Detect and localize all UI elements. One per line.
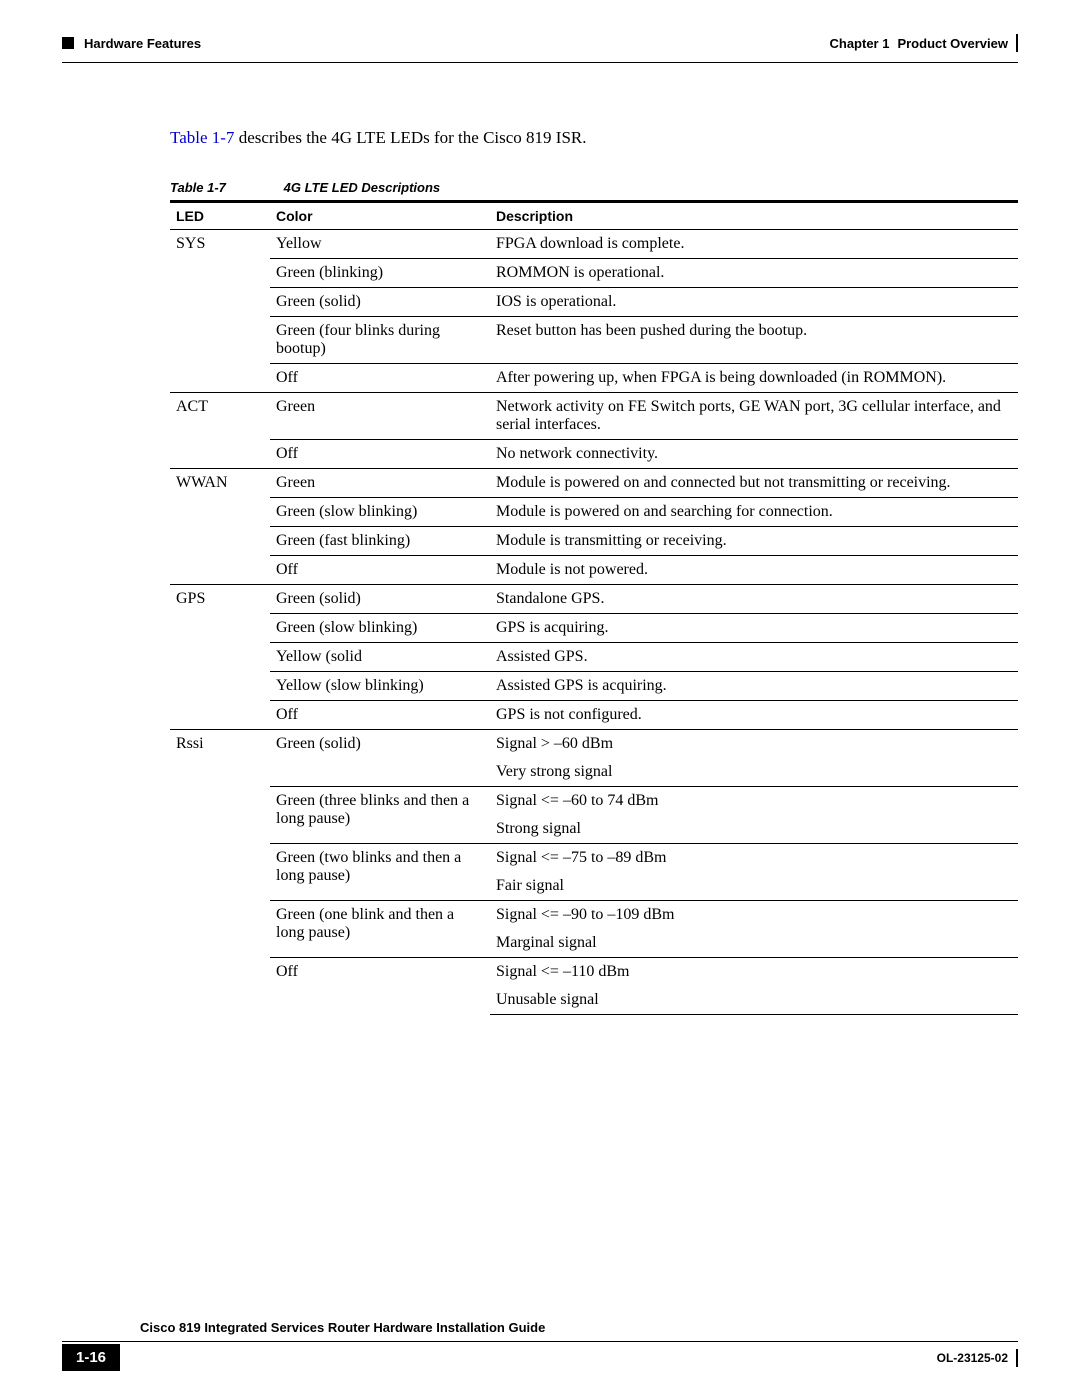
color-cell: Green (solid) (270, 288, 490, 317)
color-cell: Yellow (270, 230, 490, 259)
desc-cell: Marginal signal (490, 929, 1018, 958)
color-cell: Green (solid) (270, 730, 490, 787)
header-divider (62, 62, 1018, 63)
desc-cell: IOS is operational. (490, 288, 1018, 317)
table-title: 4G LTE LED Descriptions (284, 180, 441, 195)
desc-cell: Signal <= –60 to 74 dBm (490, 787, 1018, 816)
desc-cell: Signal <= –75 to –89 dBm (490, 844, 1018, 873)
color-cell: Yellow (slow blinking) (270, 672, 490, 701)
th-color: Color (270, 202, 490, 230)
table-row: Yellow (solidAssisted GPS. (170, 643, 1018, 672)
table-row: Yellow (slow blinking)Assisted GPS is ac… (170, 672, 1018, 701)
color-cell: Green (fast blinking) (270, 527, 490, 556)
section-name: Hardware Features (84, 36, 201, 51)
color-cell: Yellow (solid (270, 643, 490, 672)
footer-doc-id: OL-23125-02 (937, 1349, 1018, 1367)
desc-cell: GPS is not configured. (490, 701, 1018, 730)
th-led: LED (170, 202, 270, 230)
color-cell: Green (two blinks and then a long pause) (270, 844, 490, 901)
led-cell: Rssi (170, 730, 270, 1015)
table-row: Green (fast blinking)Module is transmitt… (170, 527, 1018, 556)
footer-rule-icon (1016, 1349, 1018, 1367)
table-row: Rssi Green (solid) Signal > –60 dBm (170, 730, 1018, 759)
desc-cell: Module is not powered. (490, 556, 1018, 585)
table-row: Green (one blink and then a long pause) … (170, 901, 1018, 930)
led-cell: ACT (170, 393, 270, 469)
color-cell: Green (270, 469, 490, 498)
color-cell: Green (solid) (270, 585, 490, 614)
footer-divider (62, 1341, 1018, 1342)
color-cell: Green (three blinks and then a long paus… (270, 787, 490, 844)
desc-cell: Very strong signal (490, 758, 1018, 787)
table-row: WWAN Green Module is powered on and conn… (170, 469, 1018, 498)
desc-cell: Module is powered on and connected but n… (490, 469, 1018, 498)
led-cell: GPS (170, 585, 270, 730)
table-number: Table 1-7 (170, 180, 280, 195)
desc-cell: Signal <= –110 dBm (490, 958, 1018, 987)
table-row: OffNo network connectivity. (170, 440, 1018, 469)
table-row: OffGPS is not configured. (170, 701, 1018, 730)
color-cell: Green (blinking) (270, 259, 490, 288)
table-row: Green (two blinks and then a long pause)… (170, 844, 1018, 873)
color-cell: Green (slow blinking) (270, 498, 490, 527)
table-caption: Table 1-7 4G LTE LED Descriptions (170, 180, 440, 195)
led-cell: SYS (170, 230, 270, 393)
color-cell: Green (270, 393, 490, 440)
desc-cell: Network activity on FE Switch ports, GE … (490, 393, 1018, 440)
desc-cell: Module is powered on and searching for c… (490, 498, 1018, 527)
desc-cell: ROMMON is operational. (490, 259, 1018, 288)
doc-id: OL-23125-02 (937, 1351, 1008, 1365)
footer-guide-title: Cisco 819 Integrated Services Router Har… (140, 1320, 545, 1335)
desc-cell: Fair signal (490, 872, 1018, 901)
color-cell: Off (270, 701, 490, 730)
desc-cell: FPGA download is complete. (490, 230, 1018, 259)
table-row: GPS Green (solid) Standalone GPS. (170, 585, 1018, 614)
intro-paragraph: Table 1-7 describes the 4G LTE LEDs for … (170, 128, 587, 148)
table-row: Green (four blinks during bootup)Reset b… (170, 317, 1018, 364)
intro-text: describes the 4G LTE LEDs for the Cisco … (234, 128, 586, 147)
table-row: OffModule is not powered. (170, 556, 1018, 585)
table-row: Green (blinking)ROMMON is operational. (170, 259, 1018, 288)
desc-cell: Signal > –60 dBm (490, 730, 1018, 759)
color-cell: Green (four blinks during bootup) (270, 317, 490, 364)
desc-cell: After powering up, when FPGA is being do… (490, 364, 1018, 393)
desc-cell: No network connectivity. (490, 440, 1018, 469)
table-row: Green (slow blinking)GPS is acquiring. (170, 614, 1018, 643)
led-cell: WWAN (170, 469, 270, 585)
color-cell: Off (270, 958, 490, 1015)
table-row: SYS Yellow FPGA download is complete. (170, 230, 1018, 259)
table-row: ACT Green Network activity on FE Switch … (170, 393, 1018, 440)
color-cell: Off (270, 364, 490, 393)
table-row: OffAfter powering up, when FPGA is being… (170, 364, 1018, 393)
page-header: Hardware Features Chapter 1 Product Over… (62, 34, 1018, 52)
desc-cell: Assisted GPS is acquiring. (490, 672, 1018, 701)
desc-cell: Standalone GPS. (490, 585, 1018, 614)
desc-cell: Unusable signal (490, 986, 1018, 1015)
color-cell: Off (270, 440, 490, 469)
table-row: Green (slow blinking)Module is powered o… (170, 498, 1018, 527)
color-cell: Off (270, 556, 490, 585)
desc-cell: GPS is acquiring. (490, 614, 1018, 643)
table-row: Off Signal <= –110 dBm (170, 958, 1018, 987)
chapter-title: Product Overview (897, 36, 1008, 51)
chapter-label: Chapter 1 (829, 36, 889, 51)
header-marker-icon (62, 37, 74, 49)
header-rule-icon (1016, 34, 1018, 52)
page-number: 1-16 (62, 1344, 120, 1371)
table-row: Green (three blinks and then a long paus… (170, 787, 1018, 816)
led-descriptions-table: LED Color Description SYS Yellow FPGA do… (170, 200, 1018, 1015)
table-header-row: LED Color Description (170, 202, 1018, 230)
desc-cell: Assisted GPS. (490, 643, 1018, 672)
th-description: Description (490, 202, 1018, 230)
desc-cell: Signal <= –90 to –109 dBm (490, 901, 1018, 930)
color-cell: Green (one blink and then a long pause) (270, 901, 490, 958)
desc-cell: Module is transmitting or receiving. (490, 527, 1018, 556)
desc-cell: Reset button has been pushed during the … (490, 317, 1018, 364)
desc-cell: Strong signal (490, 815, 1018, 844)
table-ref-link[interactable]: Table 1-7 (170, 128, 234, 147)
color-cell: Green (slow blinking) (270, 614, 490, 643)
table-row: Green (solid)IOS is operational. (170, 288, 1018, 317)
